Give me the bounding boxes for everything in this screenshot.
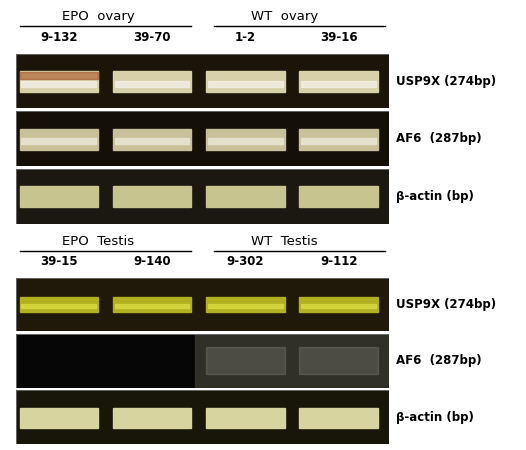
Bar xyxy=(115,304,189,308)
Bar xyxy=(113,186,191,207)
Bar xyxy=(19,297,98,312)
Bar xyxy=(113,297,191,312)
Bar xyxy=(115,81,189,87)
Text: USP9X (274bp): USP9X (274bp) xyxy=(397,298,497,311)
Bar xyxy=(206,71,285,92)
Text: 39-70: 39-70 xyxy=(133,31,171,44)
Bar xyxy=(299,71,378,92)
Text: β-actin (bp): β-actin (bp) xyxy=(397,411,474,424)
Bar xyxy=(299,297,378,312)
Bar xyxy=(299,347,378,374)
Bar xyxy=(299,186,378,207)
Bar xyxy=(206,129,285,149)
Bar xyxy=(113,408,191,428)
Bar xyxy=(301,304,376,308)
Text: 9-132: 9-132 xyxy=(40,31,77,44)
Bar xyxy=(22,81,96,87)
Bar xyxy=(206,297,285,312)
Text: AF6  (287bp): AF6 (287bp) xyxy=(397,132,482,145)
Bar xyxy=(19,186,98,207)
Bar xyxy=(301,81,376,87)
Bar xyxy=(208,304,282,308)
Text: EPO  Testis: EPO Testis xyxy=(62,235,134,248)
Bar xyxy=(19,408,98,428)
Bar xyxy=(206,186,285,207)
Bar xyxy=(113,71,191,92)
Bar xyxy=(19,72,98,80)
Bar xyxy=(195,334,389,388)
Text: USP9X (274bp): USP9X (274bp) xyxy=(397,75,497,87)
Bar xyxy=(19,71,98,92)
Bar xyxy=(208,138,282,144)
Bar xyxy=(22,138,96,144)
Text: 9-140: 9-140 xyxy=(133,255,171,268)
Bar xyxy=(113,129,191,149)
Text: EPO  ovary: EPO ovary xyxy=(62,10,134,23)
Text: 39-16: 39-16 xyxy=(320,31,358,44)
Text: 1-2: 1-2 xyxy=(235,31,256,44)
Bar xyxy=(301,138,376,144)
Bar xyxy=(22,304,96,308)
Text: WT  ovary: WT ovary xyxy=(251,10,318,23)
Text: 9-112: 9-112 xyxy=(320,255,358,268)
Bar xyxy=(299,129,378,149)
Text: β-actin (bp): β-actin (bp) xyxy=(397,190,474,203)
Text: WT  Testis: WT Testis xyxy=(251,235,318,248)
Bar xyxy=(19,129,98,149)
Bar xyxy=(115,138,189,144)
Bar xyxy=(206,347,285,374)
Bar xyxy=(206,408,285,428)
Text: AF6  (287bp): AF6 (287bp) xyxy=(397,355,482,367)
Bar xyxy=(208,81,282,87)
Bar xyxy=(299,408,378,428)
Text: 9-302: 9-302 xyxy=(227,255,264,268)
Text: 39-15: 39-15 xyxy=(40,255,77,268)
